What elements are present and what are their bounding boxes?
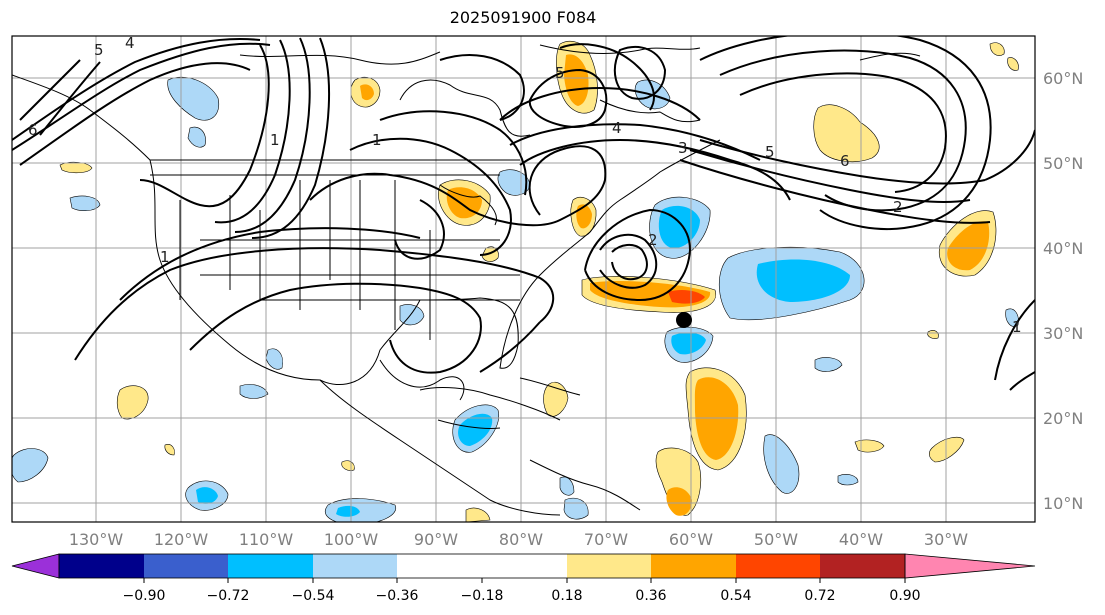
- colorbar-segment: [651, 554, 736, 578]
- colorbar-tick-label: −0.72: [207, 588, 250, 604]
- contour-label: 1: [1012, 318, 1022, 336]
- contour-label: 4: [612, 119, 622, 137]
- lon-label: 40°W: [839, 530, 883, 549]
- colorbar-tick-label: 0.72: [804, 588, 835, 604]
- colorbar-tick-label: −0.54: [292, 588, 335, 604]
- lon-label: 70°W: [584, 530, 628, 549]
- colorbar-tick-label: 0.18: [551, 588, 582, 604]
- colorbar-segment: [567, 554, 651, 578]
- storm-center-marker: [676, 312, 692, 328]
- latitude-labels: 60°N 50°N 40°N 30°N 20°N 10°N: [1043, 69, 1083, 513]
- lat-label: 40°N: [1043, 239, 1083, 258]
- contour-label-group: 4 5 6 1 1 4 3 5 6 2 1 2 5 1: [28, 34, 1022, 336]
- lat-label: 20°N: [1043, 409, 1083, 428]
- longitude-labels: 130°W 120°W 110°W 100°W 90°W 80°W 70°W 6…: [69, 530, 968, 549]
- contour-label: 5: [555, 64, 565, 82]
- lat-label: 60°N: [1043, 69, 1083, 88]
- lat-label: 30°N: [1043, 324, 1083, 343]
- colorbar: −0.90 −0.72 −0.54 −0.36 −0.18 0.18 0.36 …: [11, 553, 1036, 604]
- contour-label: 1: [270, 131, 280, 149]
- colorbar-tick-label: −0.18: [461, 588, 504, 604]
- colorbar-segment: [397, 554, 482, 578]
- contour-label: 1: [372, 131, 382, 149]
- contour-label: 3: [678, 139, 688, 157]
- colorbar-max-extend: [904, 553, 1036, 579]
- lon-label: 100°W: [324, 530, 379, 549]
- colorbar-segment: [59, 554, 144, 578]
- colorbar-tick-label: 0.36: [635, 588, 666, 604]
- colorbar-tick-label: 0.90: [889, 588, 920, 604]
- lat-label: 50°N: [1043, 154, 1083, 173]
- colorbar-segment: [482, 554, 567, 578]
- contour-label: 6: [840, 152, 850, 170]
- contour-lines: [12, 36, 1035, 391]
- colorbar-segment: [736, 554, 820, 578]
- contour-label: 2: [648, 231, 658, 249]
- colorbar-segment: [313, 554, 397, 578]
- colorbar-tick-label: 0.54: [720, 588, 751, 604]
- contour-label: 5: [765, 143, 775, 161]
- gridlines: [12, 36, 1035, 522]
- contour-label: 5: [94, 41, 104, 59]
- map-title: 2025091900 F084: [449, 8, 597, 27]
- anomaly-shading: [12, 41, 1019, 522]
- lon-label: 120°W: [154, 530, 209, 549]
- lon-label: 30°W: [924, 530, 968, 549]
- colorbar-min-extend: [11, 553, 60, 579]
- lon-label: 80°W: [499, 530, 543, 549]
- lat-label: 10°N: [1043, 494, 1083, 513]
- colorbar-tick-label: −0.36: [376, 588, 419, 604]
- contour-label: 2: [893, 198, 903, 216]
- coastlines: [12, 44, 921, 516]
- colorbar-tick-label: −0.90: [123, 588, 166, 604]
- colorbar-segment: [228, 554, 313, 578]
- lon-label: 50°W: [754, 530, 798, 549]
- contour-label: 6: [28, 121, 38, 139]
- map-frame-border: [11, 35, 1036, 523]
- colorbar-segment: [820, 554, 905, 578]
- lon-label: 130°W: [69, 530, 124, 549]
- contour-label: 4: [125, 34, 135, 52]
- lon-label: 60°W: [669, 530, 713, 549]
- contour-label: 1: [160, 248, 170, 266]
- lon-label: 110°W: [239, 530, 294, 549]
- lon-label: 90°W: [414, 530, 458, 549]
- colorbar-segment: [144, 554, 228, 578]
